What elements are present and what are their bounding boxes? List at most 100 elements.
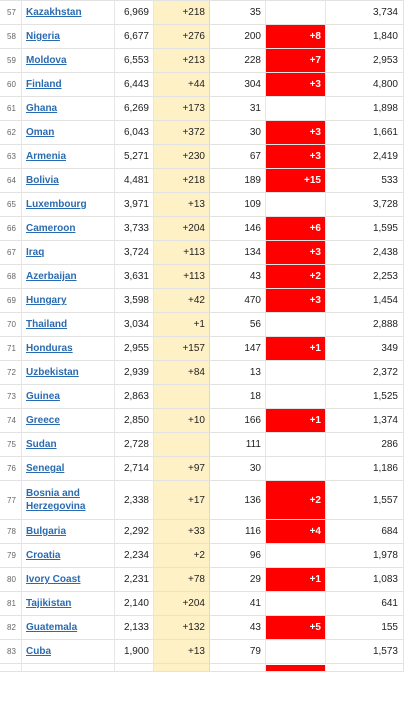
country-link[interactable]: Thailand xyxy=(22,313,115,336)
table-row: 61 Ghana 6,269 +173 31 1,898 xyxy=(0,97,404,121)
country-link[interactable]: Bosnia and Herzegovina xyxy=(22,481,115,519)
total-deaths-cell: 30 xyxy=(210,457,266,480)
new-deaths-cell: +3 xyxy=(266,145,326,168)
rank-cell: 75 xyxy=(0,433,22,456)
new-cases-cell: +113 xyxy=(154,265,210,288)
new-deaths-cell: +2 xyxy=(266,481,326,519)
total-deaths-cell: 166 xyxy=(210,409,266,432)
country-link[interactable]: Uzbekistan xyxy=(22,361,115,384)
total-recovered-cell: 1,557 xyxy=(326,481,404,519)
country-link[interactable]: Iraq xyxy=(22,241,115,264)
rank-cell: 65 xyxy=(0,193,22,216)
total-cases-cell: 6,269 xyxy=(115,97,154,120)
rank-cell: 82 xyxy=(0,616,22,639)
new-cases-cell: +2 xyxy=(154,544,210,567)
total-recovered-cell: 1,454 xyxy=(326,289,404,312)
total-deaths-cell: 134 xyxy=(210,241,266,264)
total-deaths-cell: 30 xyxy=(210,121,266,144)
country-link[interactable]: Croatia xyxy=(22,544,115,567)
table-row: 60 Finland 6,443 +44 304 +3 4,800 xyxy=(0,73,404,97)
new-deaths-cell: +1 xyxy=(266,568,326,591)
country-link[interactable] xyxy=(22,664,115,671)
rank-cell: 77 xyxy=(0,481,22,519)
total-deaths-cell: 29 xyxy=(210,568,266,591)
total-cases-cell: 2,863 xyxy=(115,385,154,408)
rank-cell: 61 xyxy=(0,97,22,120)
country-link[interactable]: Ghana xyxy=(22,97,115,120)
rank-cell: 59 xyxy=(0,49,22,72)
new-cases-cell xyxy=(154,433,210,456)
total-cases-cell: 3,733 xyxy=(115,217,154,240)
country-link[interactable]: Guatemala xyxy=(22,616,115,639)
country-link[interactable]: Cuba xyxy=(22,640,115,663)
rank-cell: 79 xyxy=(0,544,22,567)
country-link[interactable]: Honduras xyxy=(22,337,115,360)
new-deaths-cell: +2 xyxy=(266,265,326,288)
total-cases-cell: 2,292 xyxy=(115,520,154,543)
table-row: 78 Bulgaria 2,292 +33 116 +4 684 xyxy=(0,520,404,544)
table-row: 69 Hungary 3,598 +42 470 +3 1,454 xyxy=(0,289,404,313)
new-cases-cell: +372 xyxy=(154,121,210,144)
total-cases-cell: 5,271 xyxy=(115,145,154,168)
total-deaths-cell: 111 xyxy=(210,433,266,456)
country-link[interactable]: Kazakhstan xyxy=(22,1,115,24)
rank-cell: 64 xyxy=(0,169,22,192)
country-link[interactable]: Luxembourg xyxy=(22,193,115,216)
new-cases-cell: +204 xyxy=(154,217,210,240)
country-link[interactable]: Guinea xyxy=(22,385,115,408)
new-cases-cell: +17 xyxy=(154,481,210,519)
country-link[interactable]: Nigeria xyxy=(22,25,115,48)
table-row: 63 Armenia 5,271 +230 67 +3 2,419 xyxy=(0,145,404,169)
new-deaths-cell xyxy=(266,385,326,408)
total-recovered-cell: 2,253 xyxy=(326,265,404,288)
country-link[interactable]: Cameroon xyxy=(22,217,115,240)
total-recovered-cell: 1,595 xyxy=(326,217,404,240)
rank-cell: 66 xyxy=(0,217,22,240)
new-deaths-cell: +1 xyxy=(266,337,326,360)
new-deaths-cell xyxy=(266,640,326,663)
new-cases-cell: +157 xyxy=(154,337,210,360)
country-link[interactable]: Moldova xyxy=(22,49,115,72)
total-cases-cell: 6,677 xyxy=(115,25,154,48)
rank-cell: 78 xyxy=(0,520,22,543)
new-deaths-cell: +4 xyxy=(266,520,326,543)
country-link[interactable]: Hungary xyxy=(22,289,115,312)
new-deaths-cell: +8 xyxy=(266,25,326,48)
total-recovered-cell: 349 xyxy=(326,337,404,360)
country-link[interactable]: Ivory Coast xyxy=(22,568,115,591)
table-row: 62 Oman 6,043 +372 30 +3 1,661 xyxy=(0,121,404,145)
country-link[interactable]: Bolivia xyxy=(22,169,115,192)
country-link[interactable]: Armenia xyxy=(22,145,115,168)
country-link[interactable]: Finland xyxy=(22,73,115,96)
total-deaths-cell: 189 xyxy=(210,169,266,192)
total-recovered-cell: 1,573 xyxy=(326,640,404,663)
total-recovered-cell: 1,525 xyxy=(326,385,404,408)
total-cases-cell: 6,553 xyxy=(115,49,154,72)
new-cases-cell xyxy=(154,385,210,408)
new-deaths-cell: +1 xyxy=(266,409,326,432)
new-cases-cell: +84 xyxy=(154,361,210,384)
total-recovered-cell: 1,898 xyxy=(326,97,404,120)
total-deaths-cell: 35 xyxy=(210,1,266,24)
total-cases-cell: 2,133 xyxy=(115,616,154,639)
table-row: 77 Bosnia and Herzegovina 2,338 +17 136 +2 1,5… xyxy=(0,481,404,520)
total-cases-cell: 6,443 xyxy=(115,73,154,96)
country-link[interactable]: Oman xyxy=(22,121,115,144)
total-recovered-cell: 4,800 xyxy=(326,73,404,96)
new-cases-cell: +213 xyxy=(154,49,210,72)
total-deaths-cell: 304 xyxy=(210,73,266,96)
new-cases-cell: +78 xyxy=(154,568,210,591)
country-link[interactable]: Tajikistan xyxy=(22,592,115,615)
country-link[interactable]: Bulgaria xyxy=(22,520,115,543)
country-link[interactable]: Senegal xyxy=(22,457,115,480)
new-deaths-cell xyxy=(266,361,326,384)
table-row: 73 Guinea 2,863 18 1,525 xyxy=(0,385,404,409)
country-link[interactable]: Greece xyxy=(22,409,115,432)
country-link[interactable]: Azerbaijan xyxy=(22,265,115,288)
total-recovered-cell: 3,728 xyxy=(326,193,404,216)
country-link[interactable]: Sudan xyxy=(22,433,115,456)
table-row: 70 Thailand 3,034 +1 56 2,888 xyxy=(0,313,404,337)
total-cases-cell: 2,955 xyxy=(115,337,154,360)
rank-cell: 72 xyxy=(0,361,22,384)
rank-cell: 57 xyxy=(0,1,22,24)
